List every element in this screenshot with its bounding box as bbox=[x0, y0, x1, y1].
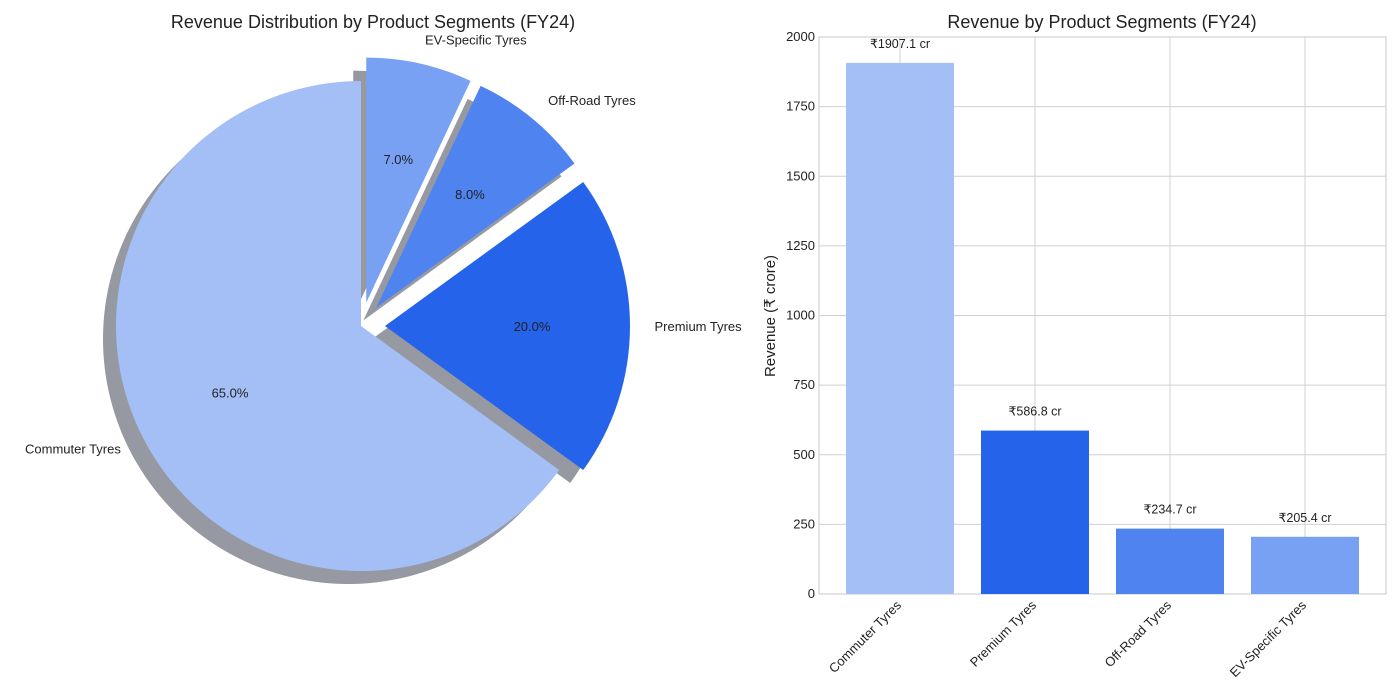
pie-title: Revenue Distribution by Product Segments… bbox=[171, 12, 575, 32]
pie-slice-commuter-tyres bbox=[115, 81, 560, 571]
pie-slice-off-road-tyres bbox=[376, 85, 575, 308]
pie-slices bbox=[115, 57, 630, 571]
y-tick-label: 1750 bbox=[786, 99, 815, 114]
pie-slice-premium-tyres bbox=[385, 181, 630, 471]
bar-y-axis-label: Revenue (₹ crore) bbox=[762, 255, 779, 377]
pie-labels: 65.0% Commuter Tyres 20.0% Premium Tyres 8.0… bbox=[25, 33, 742, 457]
y-tick-label: 0 bbox=[808, 586, 815, 601]
y-tick-label: 1000 bbox=[786, 308, 815, 323]
y-tick-label: 2000 bbox=[786, 29, 815, 44]
bar-bars bbox=[846, 62, 1359, 594]
y-tick-label: 1500 bbox=[786, 168, 815, 183]
x-tick-label-premium-tyres: Premium Tyres bbox=[967, 597, 1040, 670]
pie-percent-ev-specific-tyres: 7.0% bbox=[383, 152, 413, 167]
pie-label-off-road-tyres: Off-Road Tyres bbox=[548, 93, 636, 108]
bar-commuter-tyres bbox=[846, 62, 954, 594]
pie-slice-ev-specific-tyres bbox=[366, 57, 471, 303]
bar-value-label-commuter-tyres: ₹1907.1 cr bbox=[870, 37, 930, 51]
bar-chart: Revenue by Product Segments (FY24) 0 250 5… bbox=[762, 12, 1387, 680]
y-tick-label: 750 bbox=[793, 377, 815, 392]
pie-label-ev-specific-tyres: EV-Specific Tyres bbox=[425, 33, 527, 48]
y-tick-label: 1250 bbox=[786, 238, 815, 253]
pie-label-commuter-tyres: Commuter Tyres bbox=[25, 441, 121, 456]
y-tick-label: 250 bbox=[793, 516, 815, 531]
plot-frame bbox=[818, 36, 1387, 595]
bar-ev-specific-tyres bbox=[1251, 536, 1359, 594]
bar-value-label-ev-specific-tyres: ₹205.4 cr bbox=[1278, 511, 1331, 525]
x-tick-label-commuter-tyres: Commuter Tyres bbox=[826, 597, 905, 676]
pie-label-premium-tyres: Premium Tyres bbox=[655, 319, 743, 334]
x-tick-label-off-road-tyres: Off-Road Tyres bbox=[1102, 597, 1175, 670]
pie-chart: Revenue Distribution by Product Segments… bbox=[25, 12, 742, 585]
bar-off-road-tyres bbox=[1116, 528, 1224, 594]
pie-percent-off-road-tyres: 8.0% bbox=[455, 187, 485, 202]
pie-percent-commuter-tyres: 65.0% bbox=[212, 386, 249, 401]
bar-premium-tyres bbox=[981, 430, 1089, 594]
bar-value-label-off-road-tyres: ₹234.7 cr bbox=[1143, 503, 1196, 517]
bar-title: Revenue by Product Segments (FY24) bbox=[947, 12, 1256, 32]
bar-value-label-premium-tyres: ₹586.8 cr bbox=[1008, 405, 1061, 419]
y-tick-label: 500 bbox=[793, 447, 815, 462]
pie-percent-premium-tyres: 20.0% bbox=[514, 319, 551, 334]
x-tick-label-ev-specific-tyres: EV-Specific Tyres bbox=[1227, 597, 1310, 680]
bar-value-labels: ₹1907.1 cr ₹586.8 cr ₹234.7 cr ₹205.4 cr bbox=[870, 37, 1332, 525]
